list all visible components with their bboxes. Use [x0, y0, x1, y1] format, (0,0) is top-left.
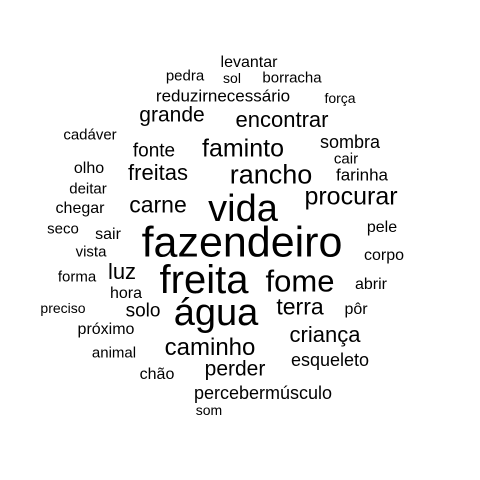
cloud-word: animal	[91, 344, 137, 362]
cloud-word: sol	[223, 70, 241, 86]
cloud-word: pôr	[344, 301, 368, 318]
cloud-word: criança	[289, 322, 361, 347]
cloud-word: cadáver	[63, 126, 117, 144]
cloud-word: chão	[139, 366, 175, 383]
cloud-word: borracha	[262, 69, 322, 87]
cloud-word: farinha	[336, 165, 388, 185]
cloud-word: levantar	[220, 54, 278, 71]
cloud-word: sair	[95, 226, 121, 243]
cloud-word: freitas	[128, 160, 188, 185]
cloud-word: percebermúsculo	[193, 383, 333, 403]
cloud-word: encontrar	[235, 107, 329, 132]
cloud-word: vista	[75, 243, 107, 261]
cloud-word: hora	[109, 285, 143, 302]
cloud-word: cair	[333, 150, 359, 168]
cloud-word: freita	[159, 258, 249, 302]
cloud-word: próximo	[77, 321, 135, 338]
cloud-word: força	[324, 90, 356, 106]
cloud-word: grande	[139, 103, 205, 127]
cloud-word: reduzirnecessário	[155, 86, 291, 106]
cloud-word: faminto	[202, 134, 284, 163]
cloud-word: forma	[57, 268, 97, 286]
cloud-word: seco	[47, 220, 79, 238]
cloud-word: luz	[107, 259, 137, 284]
cloud-word: abrir	[354, 276, 388, 293]
cloud-word: fonte	[132, 140, 176, 162]
cloud-word: pedra	[165, 67, 205, 85]
cloud-word: esqueleto	[290, 350, 370, 370]
cloud-word: caminho	[164, 334, 256, 361]
cloud-word: olho	[73, 160, 105, 177]
cloud-word: água	[173, 292, 259, 334]
cloud-word: vida	[208, 188, 278, 230]
cloud-word: terra	[276, 293, 324, 320]
cloud-word: carne	[129, 191, 187, 218]
cloud-word: pele	[366, 219, 398, 236]
cloud-word: deitar	[69, 180, 107, 198]
cloud-word: perder	[204, 357, 266, 381]
cloud-word: preciso	[40, 300, 86, 316]
cloud-word: chegar	[55, 200, 105, 217]
cloud-word: fome	[265, 263, 335, 299]
cloud-word: procurar	[304, 182, 398, 211]
cloud-word: som	[195, 402, 223, 418]
cloud-word: sombra	[319, 132, 381, 152]
cloud-word: corpo	[363, 247, 405, 264]
cloud-word: fazendeiro	[141, 218, 343, 267]
cloud-word: rancho	[229, 159, 313, 190]
cloud-word: solo	[125, 300, 161, 322]
